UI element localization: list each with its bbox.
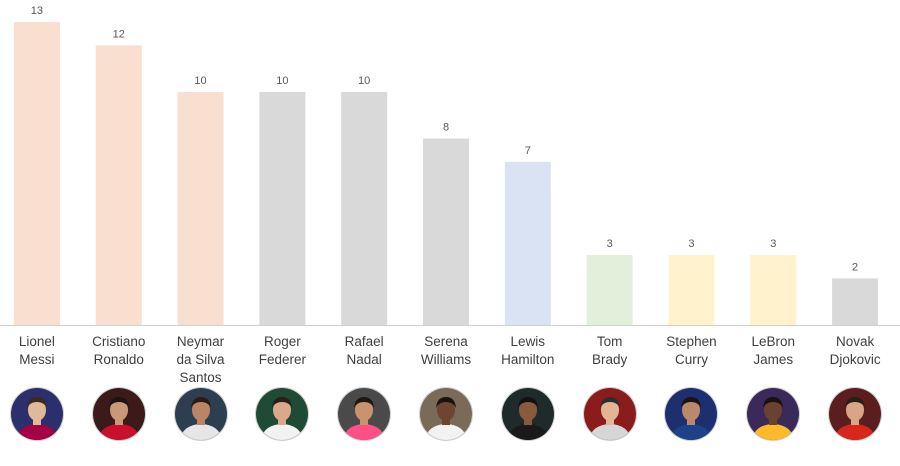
bar-8 xyxy=(668,255,715,325)
serena-photo-icon xyxy=(420,388,472,440)
bars-group xyxy=(13,22,879,326)
djokovic-photo-icon xyxy=(829,388,882,440)
bar-3 xyxy=(259,91,306,325)
bar-chart: 13 12 10 10 10 8 7 3 3 3 2 Lionel Messi Cristiano Ron… xyxy=(0,5,900,385)
category-labels-group: Lionel Messi Cristiano Ronaldo Neymar da Silv… xyxy=(19,334,881,385)
value-label-2: 10 xyxy=(194,75,206,87)
category-label-5-line-1: Williams xyxy=(421,352,471,367)
value-label-6: 7 xyxy=(525,145,531,157)
athlete-avatars xyxy=(0,388,900,444)
category-label-10-line-0: Novak xyxy=(836,334,875,349)
category-label-9-line-1: James xyxy=(753,352,793,367)
category-label-10-line-1: Djokovic xyxy=(830,352,881,367)
category-label-0-line-1: Messi xyxy=(19,352,54,367)
value-label-5: 8 xyxy=(443,122,449,134)
bar-6 xyxy=(504,161,551,325)
category-label-9-line-0: LeBron xyxy=(751,334,795,349)
category-label-5-line-0: Serena xyxy=(424,334,468,349)
category-label-1-line-0: Cristiano xyxy=(92,334,145,349)
value-label-1: 12 xyxy=(113,28,125,40)
bar-10 xyxy=(832,278,879,325)
category-label-6-line-1: Hamilton xyxy=(501,352,554,367)
nadal-photo-icon xyxy=(338,388,391,440)
category-label-4-line-0: Rafael xyxy=(345,334,384,349)
value-label-8: 3 xyxy=(688,238,694,250)
bar-9 xyxy=(750,255,797,325)
bar-4 xyxy=(341,91,388,325)
category-label-7-line-1: Brady xyxy=(592,352,628,367)
value-labels-group: 13 12 10 10 10 8 7 3 3 3 2 xyxy=(31,5,858,273)
category-label-4-line-1: Nadal xyxy=(347,352,382,367)
bar-7 xyxy=(586,255,633,325)
value-label-10: 2 xyxy=(852,261,858,273)
value-label-9: 3 xyxy=(770,238,776,250)
category-label-1-line-1: Ronaldo xyxy=(94,352,144,367)
category-label-8-line-0: Stephen xyxy=(666,334,716,349)
federer-photo-icon xyxy=(256,388,309,440)
category-label-2-line-0: Neymar xyxy=(177,334,225,349)
hamilton-photo-icon xyxy=(501,388,554,440)
ronaldo-photo-icon xyxy=(92,388,145,440)
bar-1 xyxy=(95,45,142,326)
category-label-7-line-0: Tom xyxy=(597,334,623,349)
category-label-6-line-0: Lewis xyxy=(511,334,546,349)
category-label-3-line-0: Roger xyxy=(264,334,301,349)
value-label-4: 10 xyxy=(358,75,370,87)
bar-5 xyxy=(423,138,469,325)
category-label-2-line-2: Santos xyxy=(180,370,222,385)
category-label-8-line-1: Curry xyxy=(675,352,708,367)
category-label-0-line-0: Lionel xyxy=(19,334,55,349)
value-label-3: 10 xyxy=(276,75,288,87)
curry-photo-icon xyxy=(665,388,718,440)
bar-2 xyxy=(177,91,224,325)
brady-photo-icon xyxy=(583,388,636,440)
category-label-3-line-1: Federer xyxy=(259,352,307,367)
lebron-photo-icon xyxy=(747,388,800,440)
neymar-photo-icon xyxy=(174,388,227,440)
value-label-0: 13 xyxy=(31,5,43,17)
category-label-2-line-1: da Silva xyxy=(177,352,226,367)
messi-photo-icon xyxy=(10,388,63,440)
bar-0 xyxy=(13,22,60,325)
value-label-7: 3 xyxy=(607,238,613,250)
